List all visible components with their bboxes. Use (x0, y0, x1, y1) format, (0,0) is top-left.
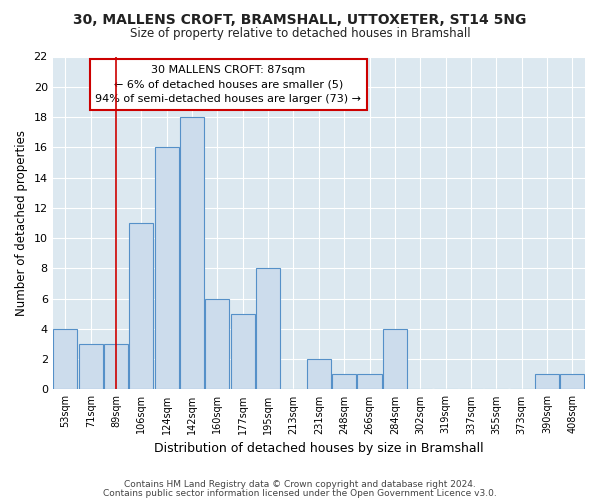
Text: Contains HM Land Registry data © Crown copyright and database right 2024.: Contains HM Land Registry data © Crown c… (124, 480, 476, 489)
Text: Size of property relative to detached houses in Bramshall: Size of property relative to detached ho… (130, 28, 470, 40)
Bar (256, 268, 280, 390)
Bar (560, 374, 584, 390)
Text: Contains public sector information licensed under the Open Government Licence v3: Contains public sector information licen… (103, 490, 497, 498)
Text: 30, MALLENS CROFT, BRAMSHALL, UTTOXETER, ST14 5NG: 30, MALLENS CROFT, BRAMSHALL, UTTOXETER,… (73, 12, 527, 26)
X-axis label: Distribution of detached houses by size in Bramshall: Distribution of detached houses by size … (154, 442, 484, 455)
Bar (79, 344, 103, 390)
Bar (205, 298, 229, 390)
Bar (383, 329, 407, 390)
Bar (307, 359, 331, 390)
Bar (358, 374, 382, 390)
Text: 30 MALLENS CROFT: 87sqm
← 6% of detached houses are smaller (5)
94% of semi-deta: 30 MALLENS CROFT: 87sqm ← 6% of detached… (95, 65, 361, 104)
Bar (332, 374, 356, 390)
Bar (231, 314, 255, 390)
Bar (535, 374, 559, 390)
Bar (180, 117, 204, 390)
Bar (130, 223, 154, 390)
Y-axis label: Number of detached properties: Number of detached properties (15, 130, 28, 316)
Bar (104, 344, 128, 390)
Bar (53, 329, 77, 390)
Bar (155, 148, 179, 390)
